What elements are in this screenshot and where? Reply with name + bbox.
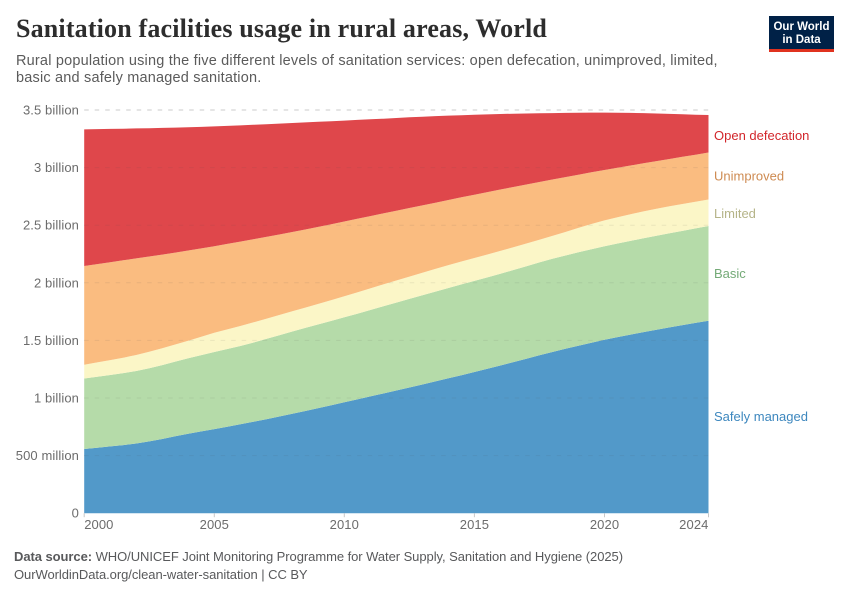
svg-text:2000: 2000 <box>84 517 113 532</box>
svg-text:3 billion: 3 billion <box>34 160 79 175</box>
svg-text:1 billion: 1 billion <box>34 391 79 406</box>
svg-text:Safely managed: Safely managed <box>714 409 808 424</box>
svg-text:2 billion: 2 billion <box>34 275 79 290</box>
svg-text:1.5 billion: 1.5 billion <box>23 333 79 348</box>
svg-text:2015: 2015 <box>460 517 489 532</box>
svg-text:Open defecation: Open defecation <box>714 128 809 143</box>
svg-text:500 million: 500 million <box>16 448 79 463</box>
svg-text:2.5 billion: 2.5 billion <box>23 218 79 233</box>
svg-text:Basic: Basic <box>714 266 746 281</box>
svg-text:2005: 2005 <box>200 517 229 532</box>
svg-text:Limited: Limited <box>714 206 756 221</box>
svg-text:Unimproved: Unimproved <box>714 169 784 184</box>
svg-text:3.5 billion: 3.5 billion <box>23 103 79 118</box>
svg-text:2024: 2024 <box>679 517 708 532</box>
svg-text:0: 0 <box>72 506 79 521</box>
svg-text:2020: 2020 <box>590 517 619 532</box>
svg-text:2010: 2010 <box>330 517 359 532</box>
